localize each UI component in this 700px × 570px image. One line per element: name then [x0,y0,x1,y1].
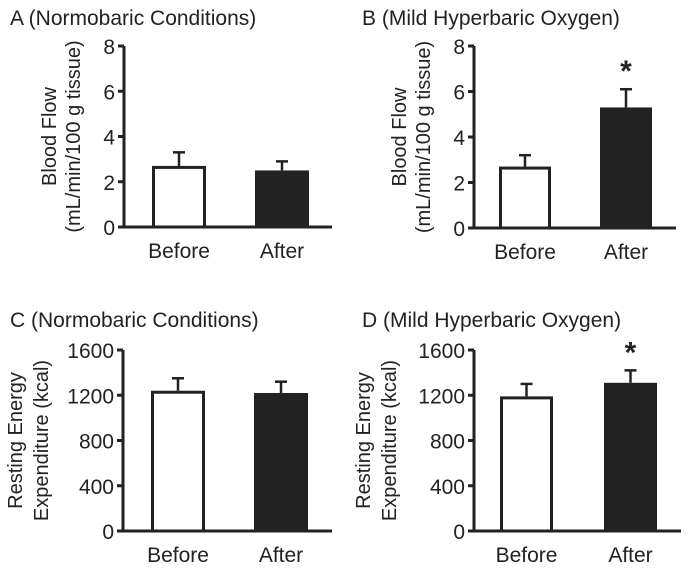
y-tick-label: 0 [453,521,465,544]
panel-title: B (Mild Hyperbaric Oxygen) [362,7,620,30]
y-tick-label: 4 [453,127,465,150]
x-tick-label: After [604,241,648,264]
significance-asterisk: * [625,336,637,369]
y-axis-label: Resting Energy [5,372,27,509]
bar-before [152,165,206,229]
x-tick-label: Before [496,544,558,567]
bar-before [151,390,205,533]
bar-before [500,396,553,533]
y-axis-label: (mL/min/100 g tissue) [413,41,435,233]
y-tick-label: 1600 [67,340,114,363]
bar-after [600,107,652,230]
y-axis-label: Expenditure (kcal) [379,360,401,521]
x-tick-label: After [260,240,304,263]
y-tick-label: 1200 [67,385,114,408]
panel-title: A (Normobaric Conditions) [10,7,256,30]
y-tick-label: 0 [102,521,114,544]
panel-title: D (Mild Hyperbaric Oxygen) [362,309,621,332]
y-tick-label: 1200 [418,385,465,408]
y-tick-label: 400 [79,476,114,499]
significance-asterisk: * [620,55,632,88]
y-axis-label: (mL/min/100 g tissue) [63,40,85,232]
y-tick-label: 1600 [418,340,465,363]
y-tick-label: 0 [103,217,115,240]
y-axis-label: Blood Flow [389,87,411,186]
panel-a: A (Normobaric Conditions) Blood Flow (mL/m… [10,7,332,263]
bar-before [499,166,551,230]
y-tick-label: 2 [453,173,465,196]
y-tick-label: 6 [453,82,465,105]
y-axis-label: Resting Energy [353,372,375,509]
y-axis-label: Blood Flow [39,86,61,185]
y-tick-label: 2 [103,172,115,195]
y-tick-label: 800 [79,431,114,454]
x-tick-label: After [259,544,303,567]
x-tick-label: Before [148,240,210,263]
panel-b: B (Mild Hyperbaric Oxygen) Blood Flow (mL/… [362,7,676,264]
x-tick-label: Before [147,544,209,567]
y-tick-label: 8 [453,36,465,59]
y-tick-label: 4 [103,127,115,150]
y-tick-label: 6 [103,81,115,104]
bar-after [604,382,657,533]
bar-after [254,392,308,533]
y-tick-label: 800 [430,431,465,454]
bar-after [255,170,309,229]
panel-d: D (Mild Hyperbaric Oxygen) Resting Energy… [353,309,681,567]
panel-c: C (Normobaric Conditions) Resting Energy E… [5,309,332,567]
panel-title: C (Normobaric Conditions) [10,309,259,332]
x-tick-label: Before [494,241,556,264]
y-tick-label: 0 [453,218,465,241]
y-tick-label: 8 [103,36,115,59]
y-axis-label: Expenditure (kcal) [31,360,53,521]
x-tick-label: After [608,544,652,567]
y-tick-label: 400 [430,476,465,499]
